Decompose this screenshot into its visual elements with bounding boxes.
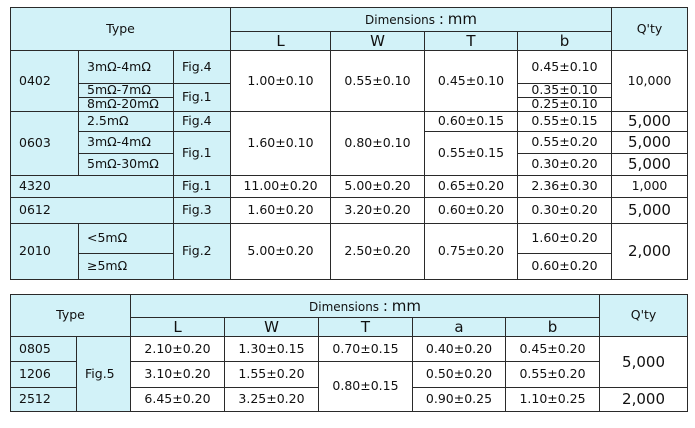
type-2512: 2512 [10,387,77,412]
col-T: T [424,31,518,51]
value-T: 0.65±0.20 [424,175,518,198]
value-b: 0.45±0.20 [504,336,601,362]
dimensions-unit: mm [391,296,422,315]
value-T: 0.75±0.20 [424,223,518,280]
value-W: 0.55±0.10 [330,50,425,112]
resistance-range: 3mΩ-4mΩ [78,131,174,154]
value-T: 0.45±0.10 [424,50,518,112]
dimensions-header: Dimensions : mm [230,7,612,32]
value-qty: 2,000 [599,387,689,412]
resistance-range: 5mΩ-7mΩ [78,83,174,98]
value-L: 11.00±0.20 [230,175,331,198]
value-L: 5.00±0.20 [230,223,331,280]
figure-ref: Fig.1 [173,175,231,198]
type-0603: 0603 [10,111,79,176]
type-0805: 0805 [10,336,77,362]
value-b: 0.35±0.10 [517,83,612,98]
value-T: 0.80±0.15 [318,361,413,412]
value-qty: 5,000 [611,111,688,132]
value-qty: 5,000 [611,197,688,224]
value-a: 0.90±0.25 [412,387,506,412]
value-qty: 5,000 [611,131,688,154]
value-a: 0.40±0.20 [412,336,506,362]
value-L: 1.60±0.20 [230,197,331,224]
value-L: 6.45±0.20 [130,387,225,412]
value-L: 3.10±0.20 [130,361,225,388]
value-b: 1.60±0.20 [517,223,612,254]
qty-header: Q'ty [599,294,689,337]
value-qty: 5,000 [599,336,689,388]
figure-ref: Fig.3 [173,197,231,224]
value-W: 5.00±0.20 [330,175,425,198]
type-1206: 1206 [10,361,77,388]
value-T: 0.55±0.15 [424,131,518,176]
dimensions-table-2: Type Dimensions : mm Q'ty L W T a b 0805… [10,294,689,412]
col-L: L [230,31,331,51]
resistance-range: 8mΩ-20mΩ [78,97,174,112]
type-0612: 0612 [10,197,174,224]
type-4320: 4320 [10,175,174,198]
col-W: W [330,31,425,51]
value-L: 1.60±0.10 [230,111,331,176]
dimensions-colon: : [438,10,444,28]
value-W: 1.55±0.20 [224,361,319,388]
qty-header: Q'ty [611,7,688,51]
col-b: b [517,31,612,51]
value-T: 0.60±0.15 [424,111,518,132]
value-b: 0.60±0.20 [517,253,612,280]
dimensions-label: Dimensions [309,299,380,314]
dimensions-table-1: Type Dimensions : mm Q'ty L W T b 0402 3… [10,7,688,280]
value-b: 0.45±0.10 [517,50,612,84]
type-2010: 2010 [10,223,79,280]
col-a: a [412,317,506,337]
figure-ref: Fig.4 [173,111,231,132]
type-header: Type [10,294,131,337]
value-b: 0.30±0.20 [517,197,612,224]
resistance-range: 5mΩ-30mΩ [78,153,174,176]
value-L: 1.00±0.10 [230,50,331,112]
figure-ref: Fig.2 [173,223,231,280]
dimensions-colon: : [382,296,388,315]
value-T: 0.60±0.20 [424,197,518,224]
type-0402: 0402 [10,50,79,112]
dimensions-header: Dimensions : mm [129,294,601,318]
value-W: 3.20±0.20 [330,197,425,224]
value-qty: 1,000 [611,175,688,198]
col-W: W [224,317,319,337]
value-b: 0.55±0.20 [504,361,601,388]
value-b: 0.30±0.20 [517,153,612,176]
col-b: b [504,317,601,337]
value-b: 1.10±0.25 [504,387,601,412]
value-b: 0.55±0.20 [517,131,612,154]
figure-ref: Fig.1 [173,131,231,176]
figure-ref: Fig.1 [173,83,231,112]
resistance-range: ≥5mΩ [78,253,174,280]
value-W: 1.30±0.15 [224,336,319,362]
value-L: 2.10±0.20 [130,336,225,362]
dimensions-label: Dimensions [365,13,436,27]
dimensions-unit: mm [447,10,477,28]
value-b: 0.25±0.10 [517,97,612,112]
value-W: 2.50±0.20 [330,223,425,280]
value-qty: 10,000 [611,50,688,112]
resistance-range: <5mΩ [78,223,174,254]
value-qty: 5,000 [611,153,688,176]
value-b: 0.55±0.15 [517,111,612,132]
value-T: 0.70±0.15 [318,336,413,362]
value-W: 0.80±0.10 [330,111,425,176]
resistance-range: 2.5mΩ [78,111,174,132]
value-qty: 2,000 [611,223,688,280]
figure-ref: Fig.5 [76,336,131,412]
resistance-range: 3mΩ-4mΩ [78,50,174,84]
col-L: L [130,317,225,337]
figure-ref: Fig.4 [173,50,231,84]
value-b: 2.36±0.30 [517,175,612,198]
type-header: Type [10,7,231,51]
col-T: T [318,317,413,337]
value-W: 3.25±0.20 [224,387,319,412]
value-a: 0.50±0.20 [412,361,506,388]
